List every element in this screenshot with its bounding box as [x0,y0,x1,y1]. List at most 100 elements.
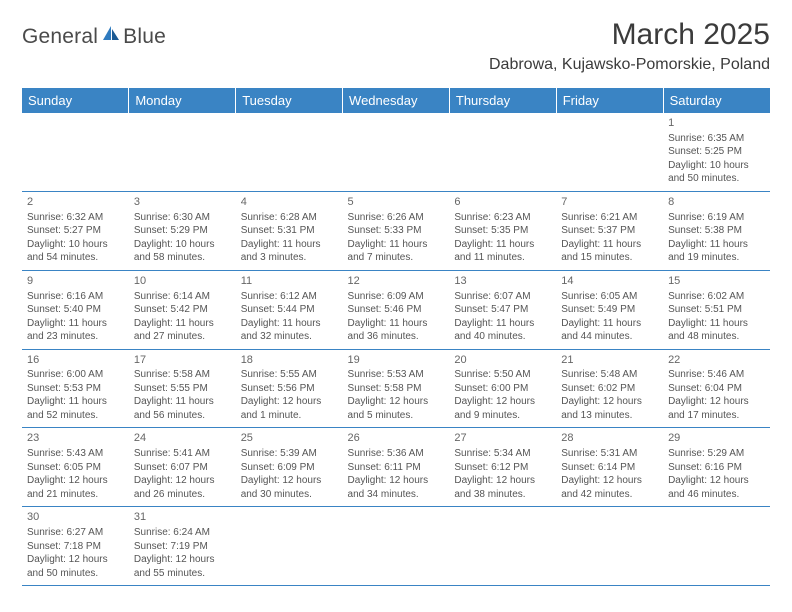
daylight-line: Daylight: 12 hours [241,474,338,488]
sunrise-line: Sunrise: 6:24 AM [134,526,231,540]
daylight-line: and 44 minutes. [561,330,658,344]
calendar-cell [129,113,236,191]
daylight-line: Daylight: 11 hours [668,238,765,252]
calendar-cell: 27Sunrise: 5:34 AMSunset: 6:12 PMDayligh… [449,428,556,507]
day-number: 6 [454,195,551,210]
calendar-cell: 8Sunrise: 6:19 AMSunset: 5:38 PMDaylight… [663,191,770,270]
day-number: 8 [668,195,765,210]
daylight-line: and 5 minutes. [348,409,445,423]
calendar-cell: 14Sunrise: 6:05 AMSunset: 5:49 PMDayligh… [556,270,663,349]
sunset-line: Sunset: 6:16 PM [668,461,765,475]
daylight-line: Daylight: 11 hours [134,395,231,409]
daylight-line: and 46 minutes. [668,488,765,502]
daylight-line: and 13 minutes. [561,409,658,423]
calendar-cell: 29Sunrise: 5:29 AMSunset: 6:16 PMDayligh… [663,428,770,507]
calendar-cell [449,113,556,191]
sunrise-line: Sunrise: 6:32 AM [27,211,124,225]
daylight-line: Daylight: 11 hours [348,238,445,252]
calendar-cell: 1Sunrise: 6:35 AMSunset: 5:25 PMDaylight… [663,113,770,191]
day-number: 30 [27,510,124,525]
calendar-cell: 2Sunrise: 6:32 AMSunset: 5:27 PMDaylight… [22,191,129,270]
calendar-cell: 9Sunrise: 6:16 AMSunset: 5:40 PMDaylight… [22,270,129,349]
daylight-line: Daylight: 12 hours [134,553,231,567]
sunset-line: Sunset: 5:33 PM [348,224,445,238]
sunset-line: Sunset: 5:27 PM [27,224,124,238]
calendar-cell: 28Sunrise: 5:31 AMSunset: 6:14 PMDayligh… [556,428,663,507]
sunrise-line: Sunrise: 6:07 AM [454,290,551,304]
calendar-cell: 20Sunrise: 5:50 AMSunset: 6:00 PMDayligh… [449,349,556,428]
sunset-line: Sunset: 5:55 PM [134,382,231,396]
sunset-line: Sunset: 6:04 PM [668,382,765,396]
daylight-line: and 32 minutes. [241,330,338,344]
calendar-cell: 5Sunrise: 6:26 AMSunset: 5:33 PMDaylight… [343,191,450,270]
calendar-week-row: 9Sunrise: 6:16 AMSunset: 5:40 PMDaylight… [22,270,770,349]
daylight-line: Daylight: 11 hours [27,395,124,409]
day-number: 4 [241,195,338,210]
sunset-line: Sunset: 5:53 PM [27,382,124,396]
daylight-line: Daylight: 11 hours [241,238,338,252]
weekday-friday: Friday [556,88,663,113]
daylight-line: Daylight: 12 hours [454,395,551,409]
daylight-line: and 1 minute. [241,409,338,423]
weekday-thursday: Thursday [449,88,556,113]
logo-text-blue: Blue [123,25,166,49]
sunrise-line: Sunrise: 5:50 AM [454,368,551,382]
sunset-line: Sunset: 6:00 PM [454,382,551,396]
day-number: 3 [134,195,231,210]
daylight-line: Daylight: 12 hours [348,474,445,488]
calendar-cell: 17Sunrise: 5:58 AMSunset: 5:55 PMDayligh… [129,349,236,428]
day-number: 17 [134,353,231,368]
sunrise-line: Sunrise: 5:43 AM [27,447,124,461]
sunset-line: Sunset: 5:38 PM [668,224,765,238]
daylight-line: Daylight: 12 hours [27,474,124,488]
title-block: March 2025 Dabrowa, Kujawsko-Pomorskie, … [489,18,770,74]
sunrise-line: Sunrise: 6:35 AM [668,132,765,146]
sunset-line: Sunset: 6:02 PM [561,382,658,396]
daylight-line: and 40 minutes. [454,330,551,344]
sunrise-line: Sunrise: 5:41 AM [134,447,231,461]
day-number: 1 [668,116,765,131]
daylight-line: Daylight: 12 hours [241,395,338,409]
weekday-saturday: Saturday [663,88,770,113]
sail-icon [101,24,121,47]
daylight-line: and 30 minutes. [241,488,338,502]
day-number: 10 [134,274,231,289]
calendar-cell: 22Sunrise: 5:46 AMSunset: 6:04 PMDayligh… [663,349,770,428]
daylight-line: Daylight: 10 hours [668,159,765,173]
sunset-line: Sunset: 5:29 PM [134,224,231,238]
daylight-line: Daylight: 12 hours [27,553,124,567]
daylight-line: Daylight: 12 hours [348,395,445,409]
calendar-cell: 7Sunrise: 6:21 AMSunset: 5:37 PMDaylight… [556,191,663,270]
day-number: 28 [561,431,658,446]
sunrise-line: Sunrise: 6:23 AM [454,211,551,225]
daylight-line: and 23 minutes. [27,330,124,344]
daylight-line: Daylight: 11 hours [454,238,551,252]
calendar-week-row: 30Sunrise: 6:27 AMSunset: 7:18 PMDayligh… [22,507,770,586]
daylight-line: and 7 minutes. [348,251,445,265]
calendar-week-row: 16Sunrise: 6:00 AMSunset: 5:53 PMDayligh… [22,349,770,428]
daylight-line: and 58 minutes. [134,251,231,265]
daylight-line: Daylight: 11 hours [454,317,551,331]
sunset-line: Sunset: 5:47 PM [454,303,551,317]
daylight-line: and 52 minutes. [27,409,124,423]
sunrise-line: Sunrise: 6:00 AM [27,368,124,382]
month-title: March 2025 [489,18,770,52]
daylight-line: and 15 minutes. [561,251,658,265]
calendar-cell [343,507,450,586]
day-number: 16 [27,353,124,368]
weekday-wednesday: Wednesday [343,88,450,113]
day-number: 15 [668,274,765,289]
sunset-line: Sunset: 6:12 PM [454,461,551,475]
day-number: 9 [27,274,124,289]
calendar-cell [236,507,343,586]
daylight-line: and 56 minutes. [134,409,231,423]
daylight-line: and 42 minutes. [561,488,658,502]
sunrise-line: Sunrise: 5:39 AM [241,447,338,461]
sunrise-line: Sunrise: 5:46 AM [668,368,765,382]
sunrise-line: Sunrise: 6:05 AM [561,290,658,304]
calendar-cell: 30Sunrise: 6:27 AMSunset: 7:18 PMDayligh… [22,507,129,586]
daylight-line: and 50 minutes. [668,172,765,186]
daylight-line: Daylight: 12 hours [668,395,765,409]
sunset-line: Sunset: 5:51 PM [668,303,765,317]
sunrise-line: Sunrise: 6:27 AM [27,526,124,540]
